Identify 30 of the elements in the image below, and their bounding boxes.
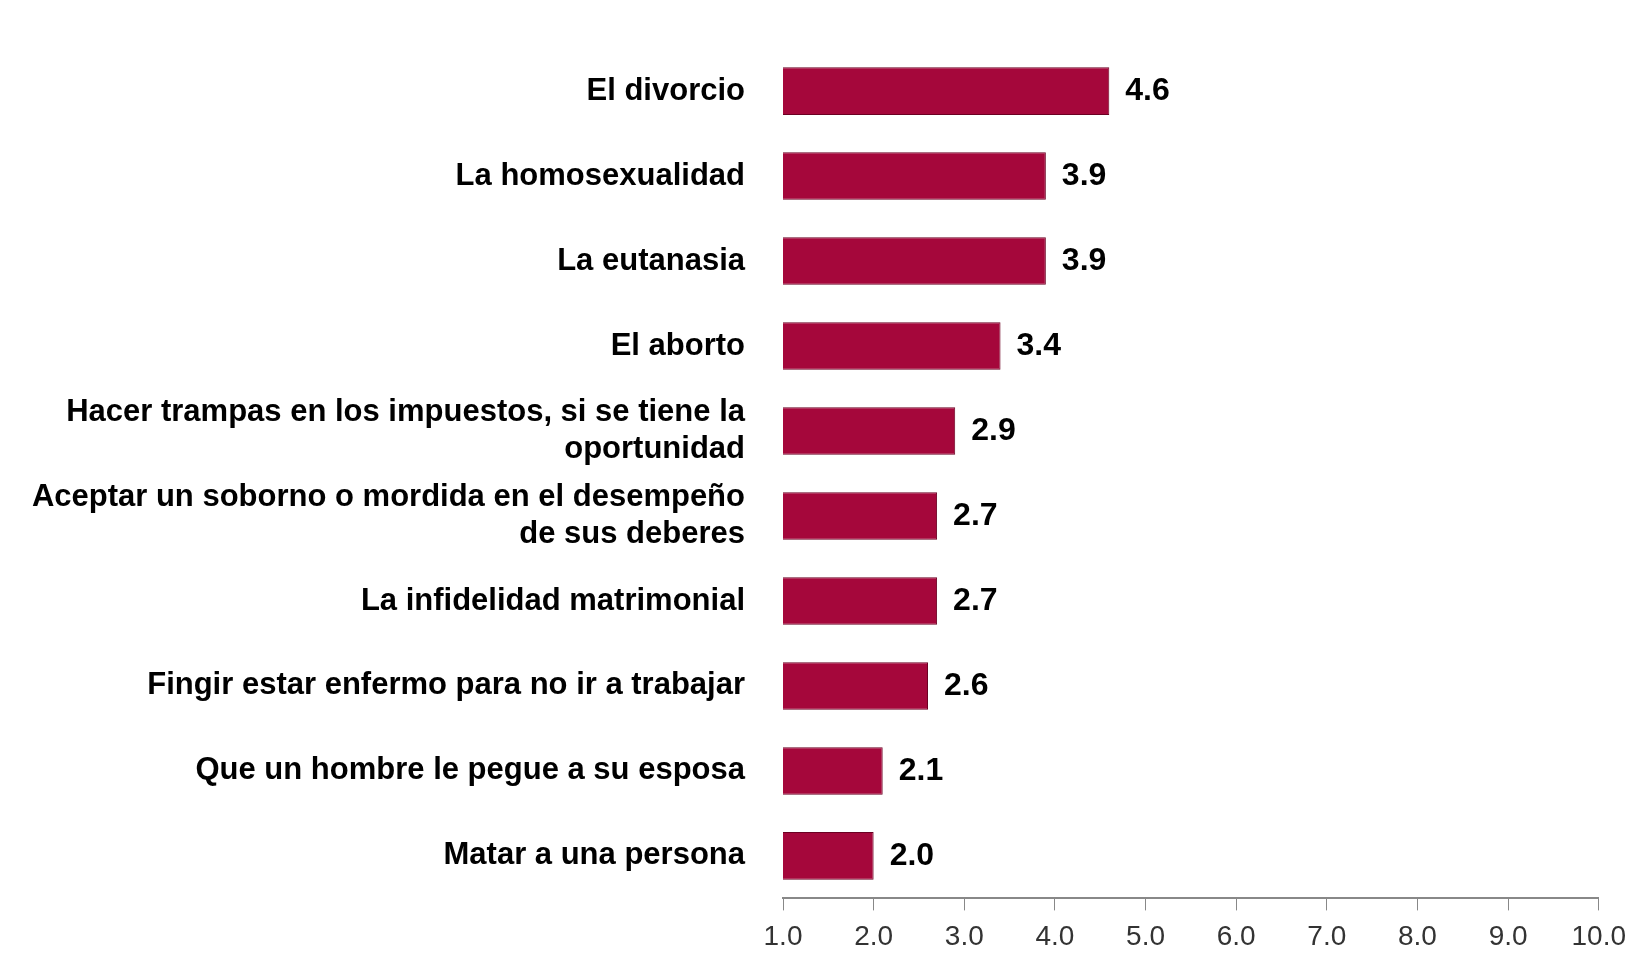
y-tick-label: Aceptar un soborno o mordida en el desempeño de sus deberes [31, 477, 745, 551]
y-tick-label: El aborto [610, 326, 745, 362]
data-label: 3.9 [1061, 155, 1107, 192]
x-tick-label: 6.0 [1216, 919, 1256, 951]
x-tick-label: 10.0 [1571, 919, 1626, 951]
data-label: 4.6 [1125, 70, 1170, 107]
x-tick-label: 5.0 [1126, 919, 1166, 951]
x-tick-label: 7.0 [1307, 919, 1347, 951]
y-tick-label: La homosexualidad [455, 156, 745, 192]
x-tick-label: 1.0 [763, 919, 803, 951]
data-label: 2.7 [953, 495, 998, 532]
x-tick-label: 9.0 [1488, 919, 1528, 951]
x-tick-label: 3.0 [944, 919, 984, 951]
data-label: 2.1 [898, 750, 944, 787]
y-tick-label: La eutanasia [557, 241, 746, 277]
y-tick-label: Que un hombre le pegue a su esposa [195, 751, 746, 787]
y-tick-label: La infidelidad matrimonial [360, 581, 745, 617]
y-tick-label: Matar a una persona [443, 836, 746, 872]
data-label: 2.7 [953, 580, 998, 617]
data-label: 2.0 [889, 835, 935, 872]
y-tick-label: El divorcio [586, 71, 745, 107]
x-tick-label: 4.0 [1035, 919, 1075, 951]
x-tick-label: 2.0 [854, 919, 894, 951]
y-tick-label: Hacer trampas en los impuestos, si se tiene la oportunidad [66, 392, 746, 466]
data-label: 2.9 [971, 410, 1016, 447]
data-label: 2.6 [944, 665, 989, 702]
data-label: 3.4 [1016, 325, 1062, 362]
y-tick-label: Fingir estar enfermo para no ir a trabajar [147, 666, 745, 702]
x-tick-label: 8.0 [1398, 919, 1437, 951]
data-label: 3.9 [1061, 240, 1107, 277]
